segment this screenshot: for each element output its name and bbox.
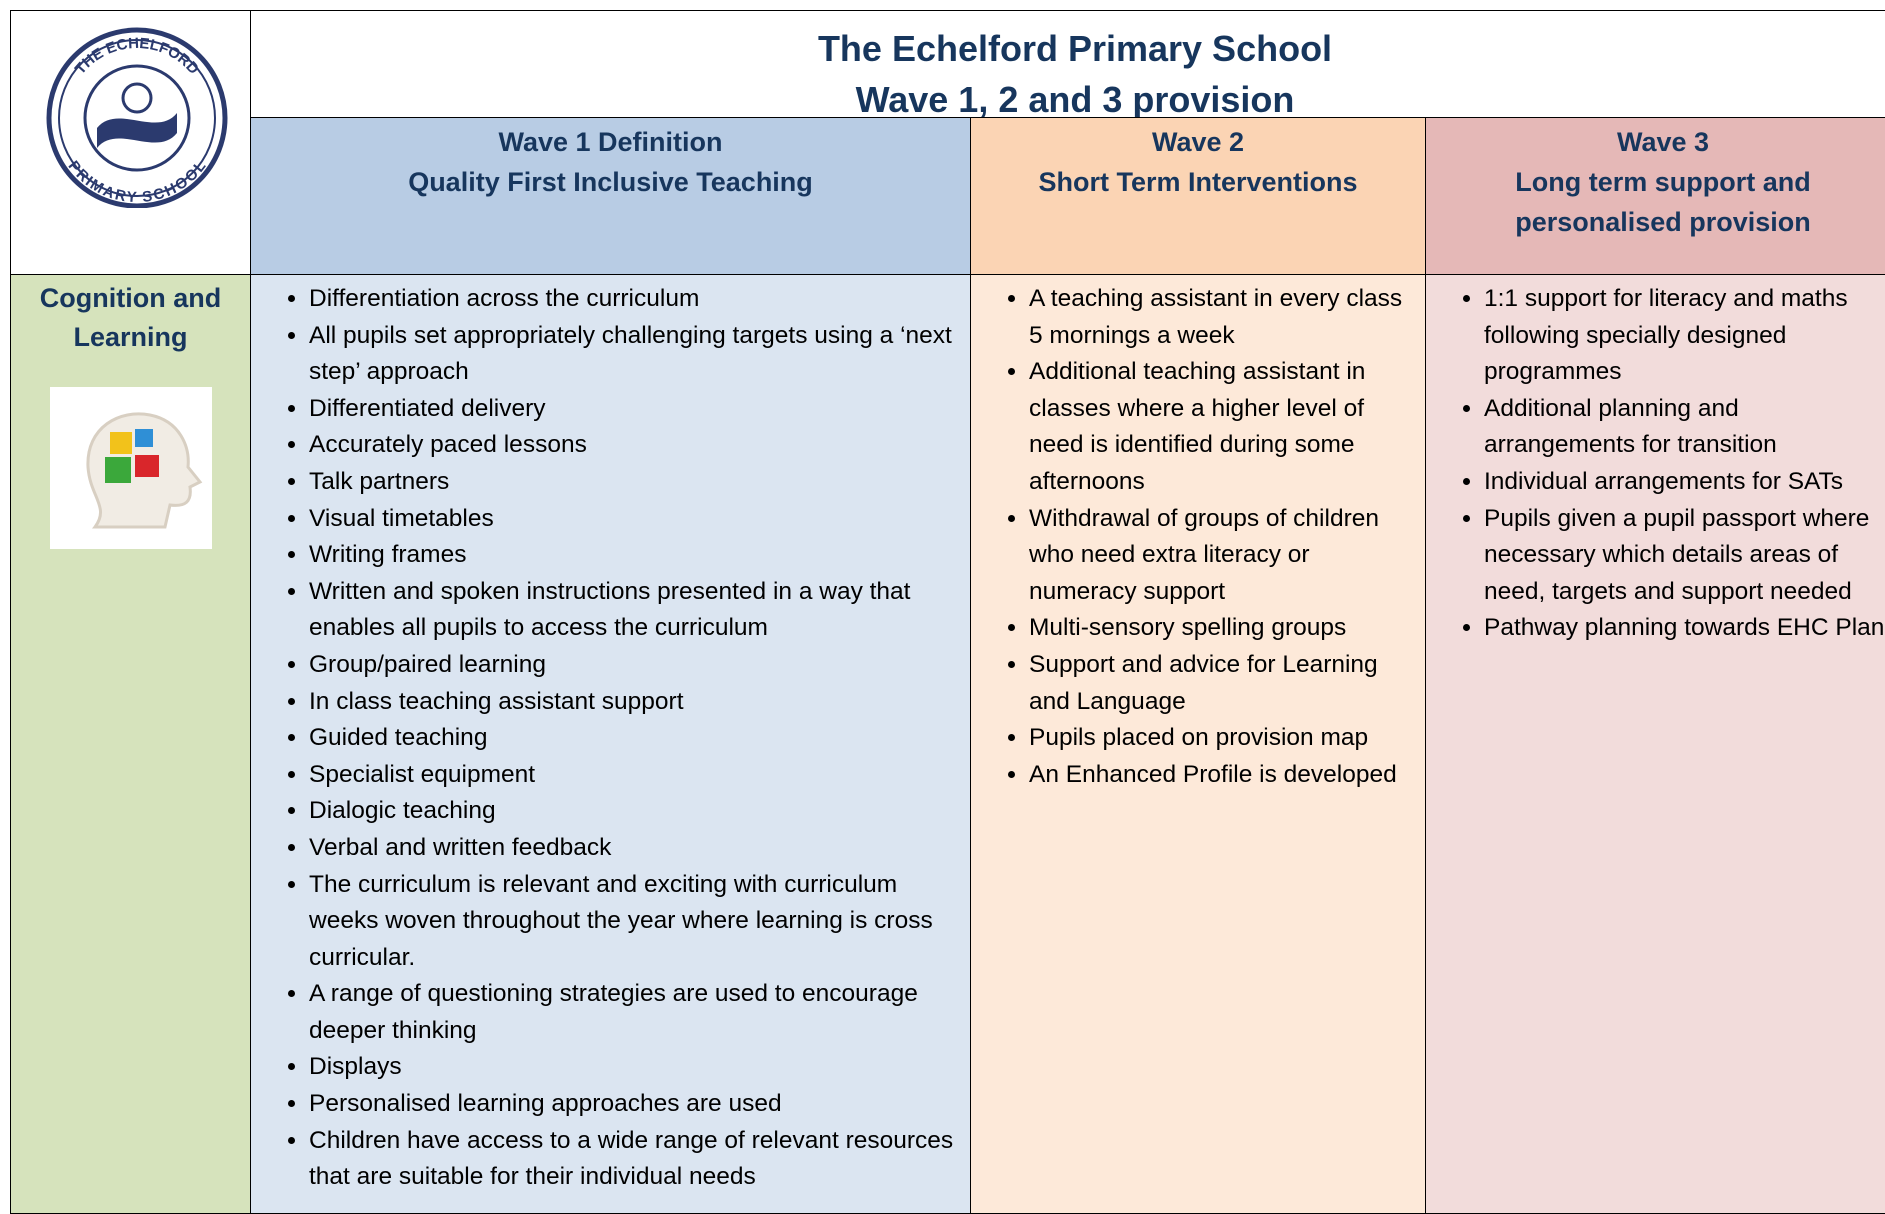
bullet-item: Displays <box>309 1049 960 1086</box>
bullet-item: Group/paired learning <box>309 647 960 684</box>
logo: THE ECHELFORD PRIMARY SCHOOL <box>46 27 228 208</box>
bullet-item: A range of questioning strategies are us… <box>309 976 960 1049</box>
bullet-item: Written and spoken instructions presente… <box>309 574 960 647</box>
bullet-item: Talk partners <box>309 464 960 501</box>
bullet-item: Differentiation across the curriculum <box>309 281 960 318</box>
bullet-item: Personalised learning approaches are use… <box>309 1086 960 1123</box>
column-heading: Wave 1 Definition <box>498 127 723 157</box>
bullet-item: Additional planning and arrangements for… <box>1484 391 1885 464</box>
bullet-item: All pupils set appropriately challenging… <box>309 318 960 391</box>
cell: 1:1 support for literacy and maths follo… <box>1425 274 1885 1214</box>
bullet-item: Guided teaching <box>309 720 960 757</box>
bullet-item: 1:1 support for literacy and maths follo… <box>1484 281 1885 391</box>
bullet-item: In class teaching assistant support <box>309 684 960 721</box>
bullet-item: Individual arrangements for SATs <box>1484 464 1885 501</box>
bullet-list: 1:1 support for literacy and maths follo… <box>1426 275 1885 647</box>
title-cell: The Echelford Primary School Wave 1, 2 a… <box>250 10 1885 118</box>
row-label: Cognition and Learning <box>39 283 222 352</box>
column-heading: Wave 2 <box>1151 127 1245 157</box>
bullet-item: Writing frames <box>309 537 960 574</box>
column-heading: Quality First Inclusive Teaching <box>408 167 813 197</box>
title-line: Wave 1, 2 and 3 provision <box>855 79 1295 118</box>
bullet-list: A teaching assistant in every class 5 mo… <box>971 275 1425 793</box>
column-header: Wave 2 Short Term Interventions <box>970 117 1426 275</box>
row-label-cell: Cognition and Learning <box>10 274 251 1214</box>
column-header: Wave 1 Definition Quality First Inclusive… <box>250 117 971 275</box>
bullet-item: Verbal and written feedback <box>309 830 960 867</box>
bullet-item: An Enhanced Profile is developed <box>1029 757 1415 794</box>
bullet-item: Additional teaching assistant in classes… <box>1029 354 1415 500</box>
column-heading: Short Term Interventions <box>1038 167 1358 197</box>
bullet-item: Pathway planning towards EHC Plan <box>1484 610 1885 647</box>
bullet-item: The curriculum is relevant and exciting … <box>309 867 960 977</box>
column-heading: Wave 3 <box>1616 127 1710 157</box>
cell: A teaching assistant in every class 5 mo… <box>970 274 1426 1214</box>
bullet-item: Support and advice for Learning and Lang… <box>1029 647 1415 720</box>
bullet-item: Pupils given a pupil passport where nece… <box>1484 501 1885 611</box>
bullet-item: Multi-sensory spelling groups <box>1029 610 1415 647</box>
logo-cell: THE ECHELFORD PRIMARY SCHOOL <box>10 10 251 275</box>
bullet-item: Differentiated delivery <box>309 391 960 428</box>
bullet-item: A teaching assistant in every class 5 mo… <box>1029 281 1415 354</box>
bullet-item: Accurately paced lessons <box>309 427 960 464</box>
bullet-list: Differentiation across the curriculumAll… <box>251 275 970 1196</box>
title-line: The Echelford Primary School <box>817 28 1333 69</box>
cell: Differentiation across the curriculumAll… <box>250 274 971 1214</box>
column-heading: Long term support and personalised provi… <box>1515 167 1811 237</box>
bullet-item: Visual timetables <box>309 501 960 538</box>
bullet-item: Children have access to a wide range of … <box>309 1123 960 1196</box>
brain-icon <box>49 387 212 549</box>
bullet-item: Withdrawal of groups of children who nee… <box>1029 501 1415 611</box>
column-header: Wave 3 Long term support and personalised… <box>1425 117 1885 275</box>
bullet-item: Specialist equipment <box>309 757 960 794</box>
bullet-item: Pupils placed on provision map <box>1029 720 1415 757</box>
bullet-item: Dialogic teaching <box>309 793 960 830</box>
